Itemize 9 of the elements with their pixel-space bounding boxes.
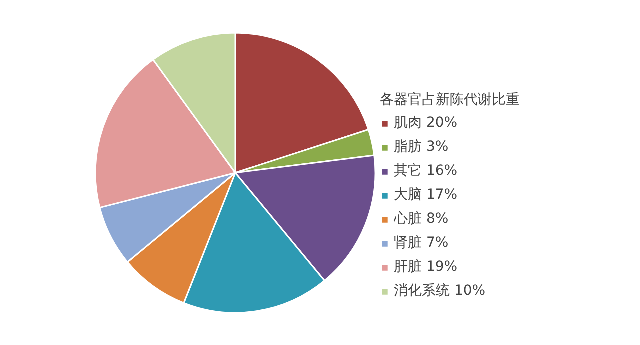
legend-label: 心脏 8%	[394, 210, 449, 228]
legend-label: 消化系统 10%	[394, 282, 486, 300]
legend-label: 肝脏 19%	[394, 258, 458, 276]
legend-label: 肾脏 7%	[394, 234, 449, 252]
legend-label: 大脑 17%	[394, 186, 458, 204]
legend-label: 其它 16%	[394, 162, 458, 180]
legend-label: 脂肪 3%	[394, 138, 449, 156]
legend-label: 肌肉 20%	[394, 114, 458, 132]
legend-title: 各器官占新陈代谢比重	[380, 91, 520, 109]
